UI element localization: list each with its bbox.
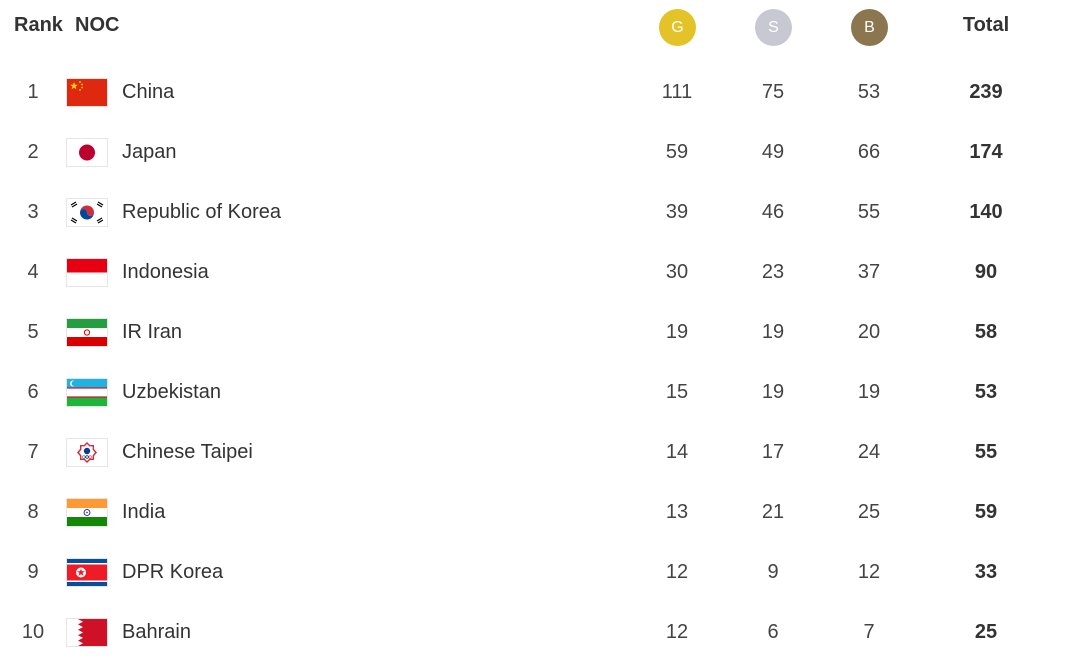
total-count: 25 — [974, 621, 998, 643]
country-name[interactable]: India — [122, 501, 166, 523]
gold-count: 111 — [661, 81, 693, 103]
total-count: 140 — [969, 201, 1003, 223]
silver-count: 17 — [761, 441, 785, 463]
rank-cell: 4 — [27, 261, 39, 283]
country-name[interactable]: Chinese Taipei — [122, 441, 253, 463]
silver-count: 23 — [761, 261, 785, 283]
rank-header[interactable]: Rank — [14, 14, 63, 36]
country-name[interactable]: Japan — [122, 141, 177, 163]
silver-count: 21 — [761, 501, 785, 523]
silver-count: 19 — [761, 381, 785, 403]
country-name[interactable]: Uzbekistan — [122, 381, 221, 403]
uzbekistan-flag-icon — [67, 379, 107, 406]
rank-cell: 2 — [27, 141, 39, 163]
table-row[interactable]: 10 Bahrain 12 6 7 25 — [0, 607, 1092, 667]
silver-count: 75 — [761, 81, 785, 103]
total-count: 239 — [969, 81, 1003, 103]
rank-cell: 6 — [27, 381, 39, 403]
table-row[interactable]: 1 China 111 75 53 239 — [0, 67, 1092, 127]
india-flag-icon — [67, 499, 107, 526]
bronze-count: 20 — [857, 321, 881, 343]
silver-count: 19 — [761, 321, 785, 343]
bronze-medal-icon[interactable]: B — [851, 9, 888, 46]
japan-flag-icon — [67, 139, 107, 166]
total-count: 58 — [974, 321, 998, 343]
silver-count: 46 — [761, 201, 785, 223]
gold-count: 59 — [665, 141, 689, 163]
table-row[interactable]: 7 Chinese Taipei 14 17 24 55 — [0, 427, 1092, 487]
silver-count: 49 — [761, 141, 785, 163]
total-count: 59 — [974, 501, 998, 523]
gold-count: 13 — [665, 501, 689, 523]
gold-count: 15 — [665, 381, 689, 403]
total-count: 90 — [974, 261, 998, 283]
gold-medal-icon[interactable]: G — [659, 9, 696, 46]
gold-count: 12 — [665, 561, 689, 583]
rank-cell: 1 — [27, 81, 39, 103]
table-row[interactable]: 6 Uzbekistan 15 19 19 53 — [0, 367, 1092, 427]
gold-count: 12 — [665, 621, 689, 643]
bronze-count: 19 — [857, 381, 881, 403]
country-name[interactable]: Bahrain — [122, 621, 191, 643]
table-header: Rank NOC G S B Total — [0, 0, 1092, 60]
total-count: 174 — [969, 141, 1003, 163]
iran-flag-icon — [67, 319, 107, 346]
gold-count: 30 — [665, 261, 689, 283]
rank-cell: 10 — [21, 621, 45, 643]
bronze-count: 66 — [857, 141, 881, 163]
gold-count: 14 — [665, 441, 689, 463]
bronze-count: 24 — [857, 441, 881, 463]
total-count: 55 — [974, 441, 998, 463]
bronze-count: 55 — [857, 201, 881, 223]
bahrain-flag-icon — [67, 619, 107, 646]
country-name[interactable]: Indonesia — [122, 261, 209, 283]
total-header[interactable]: Total — [962, 14, 1010, 36]
rank-cell: 8 — [27, 501, 39, 523]
bronze-count: 12 — [857, 561, 881, 583]
table-row[interactable]: 3 Republic of Korea 39 46 55 140 — [0, 187, 1092, 247]
total-count: 33 — [974, 561, 998, 583]
country-name[interactable]: Republic of Korea — [122, 201, 281, 223]
bronze-count: 7 — [863, 621, 875, 643]
country-name[interactable]: DPR Korea — [122, 561, 224, 583]
silver-medal-icon[interactable]: S — [755, 9, 792, 46]
table-row[interactable]: 5 IR Iran 19 19 20 58 — [0, 307, 1092, 367]
silver-count: 9 — [767, 561, 779, 583]
country-name[interactable]: China — [122, 81, 175, 103]
rank-cell: 3 — [27, 201, 39, 223]
indonesia-flag-icon — [67, 259, 107, 286]
rank-cell: 9 — [27, 561, 39, 583]
china-flag-icon — [67, 79, 107, 106]
dpr-korea-flag-icon — [67, 559, 107, 586]
silver-count: 6 — [767, 621, 779, 643]
table-row[interactable]: 2 Japan 59 49 66 174 — [0, 127, 1092, 187]
chinese-taipei-flag-icon — [67, 439, 107, 466]
table-row[interactable]: 4 Indonesia 30 23 37 90 — [0, 247, 1092, 307]
rank-cell: 5 — [27, 321, 39, 343]
korea-flag-icon — [67, 199, 107, 226]
country-name[interactable]: IR Iran — [122, 321, 183, 343]
noc-header[interactable]: NOC — [75, 14, 120, 36]
table-row[interactable]: 9 DPR Korea 12 9 12 33 — [0, 547, 1092, 607]
table-row[interactable]: 8 India 13 21 25 59 — [0, 487, 1092, 547]
bronze-count: 25 — [857, 501, 881, 523]
bronze-count: 37 — [857, 261, 881, 283]
total-count: 53 — [974, 381, 998, 403]
bronze-count: 53 — [857, 81, 881, 103]
gold-count: 19 — [665, 321, 689, 343]
rank-cell: 7 — [27, 441, 39, 463]
gold-count: 39 — [665, 201, 689, 223]
